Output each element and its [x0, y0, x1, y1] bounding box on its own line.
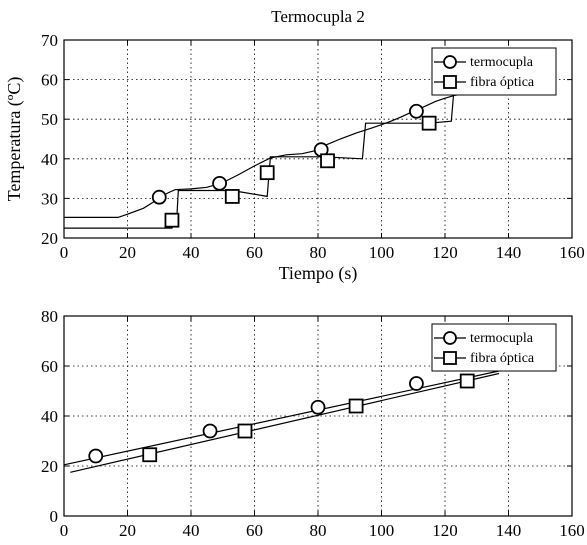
series-line-fibra-optica [64, 83, 456, 229]
x-tick-label: 140 [496, 243, 522, 262]
legend-label: fibra óptica [470, 75, 535, 90]
x-tick-label: 40 [183, 243, 200, 262]
x-tick-label: 100 [369, 521, 395, 540]
y-tick-label: 40 [41, 407, 58, 426]
x-tick-label: 100 [369, 243, 395, 262]
data-point-termocupla [212, 175, 227, 191]
chart-linear-fit: 0 20 40 60 80 100 120 140 160 0 20 40 60 80 termocupla… [41, 307, 585, 540]
y-tick-label: 20 [41, 229, 58, 248]
data-point-fibra-optica [237, 423, 253, 439]
legend-label: termocupla [470, 331, 534, 346]
x-tick-label: 0 [60, 243, 69, 262]
legend-marker-square [443, 75, 457, 89]
data-point-termocupla [202, 423, 218, 439]
legend-label: termocupla [470, 55, 534, 70]
x-tick-label: 20 [119, 521, 136, 540]
data-point-fibra-optica [259, 165, 275, 181]
x-tick-label: 60 [246, 243, 263, 262]
x-tick-label: 20 [119, 243, 136, 262]
legend: termocupla fibra óptica [431, 323, 557, 372]
x-tick-label: 120 [432, 521, 458, 540]
data-point-termocupla [409, 376, 424, 391]
y-tick-label: 0 [50, 507, 59, 526]
x-tick-label: 0 [60, 521, 69, 540]
data-point-fibra-optica [224, 189, 240, 204]
y-tick-label: 70 [41, 31, 58, 50]
series-line-termocupla [64, 93, 462, 218]
y-tick-label: 50 [41, 110, 58, 129]
y-tick-label: 30 [41, 189, 58, 208]
chart-termocupla-2-time-series: 0 20 40 60 80 100 120 140 160203040506070Termocu… [4, 7, 585, 284]
x-tick-label: 160 [559, 243, 585, 262]
legend-marker-circle [443, 55, 457, 69]
x-tick-label: 80 [310, 243, 327, 262]
y-tick-label: 20 [41, 457, 58, 476]
y-tick-label: 60 [41, 357, 58, 376]
y-axis-label: Temperatura (ºC) [4, 77, 25, 202]
x-tick-label: 120 [432, 243, 458, 262]
legend-marker-square [443, 351, 457, 365]
series-line-termocupla [63, 370, 500, 466]
data-point-fibra-optica [142, 447, 158, 463]
y-tick-label: 80 [41, 307, 58, 326]
series-line-fibra-optica [70, 372, 500, 473]
x-tick-label: 40 [183, 521, 200, 540]
data-point-termocupla [88, 448, 104, 464]
x-tick-label: 60 [246, 521, 263, 540]
x-axis-label: Tiempo (s) [279, 263, 358, 284]
x-tick-label: 80 [310, 521, 327, 540]
data-point-fibra-optica [421, 115, 437, 131]
data-point-termocupla [409, 103, 424, 119]
y-tick-label: 40 [41, 150, 58, 169]
data-point-termocupla [151, 189, 167, 205]
legend: termocupla fibra óptica [431, 47, 557, 96]
data-point-fibra-optica [348, 398, 364, 414]
data-point-fibra-optica [459, 373, 475, 389]
y-tick-label: 60 [41, 71, 58, 90]
data-point-termocupla [310, 399, 326, 415]
chart-title: Termocupla 2 [271, 7, 365, 26]
x-tick-label: 140 [496, 521, 522, 540]
legend-label: fibra óptica [470, 351, 535, 366]
data-point-fibra-optica [320, 153, 335, 169]
x-tick-label: 160 [559, 521, 585, 540]
legend-marker-circle [443, 331, 457, 345]
data-point-fibra-optica [164, 212, 180, 228]
